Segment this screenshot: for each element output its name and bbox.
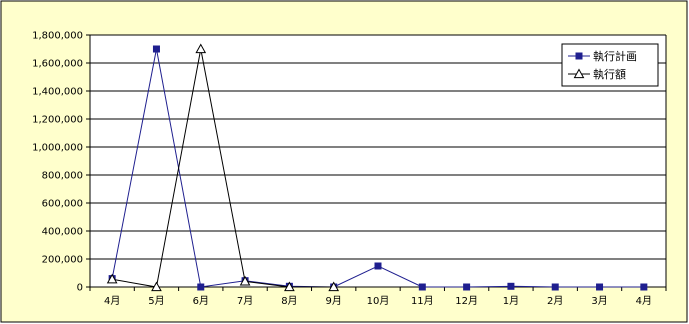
x-tick-label: 12月 xyxy=(455,295,478,307)
data-point xyxy=(596,283,604,291)
series-2 xyxy=(106,43,340,292)
y-axis-tick-labels: 0 200,000 400,000 600,000 800,000 1,000,000 1,… xyxy=(32,31,83,294)
legend-marker xyxy=(575,52,583,60)
data-point xyxy=(551,283,559,291)
x-tick-label: 10月 xyxy=(367,295,390,307)
x-tick-label: 3月 xyxy=(591,295,607,307)
gridlines xyxy=(90,34,666,288)
x-tick-label: 9月 xyxy=(326,295,342,307)
legend-item: 執行計画 xyxy=(568,49,637,63)
y-tick-label: 1,800,000 xyxy=(32,31,83,42)
data-point xyxy=(239,275,251,286)
legend-box xyxy=(561,43,659,87)
y-tick-label: 1,600,000 xyxy=(32,59,83,70)
y-tick-label: 600,000 xyxy=(42,199,83,210)
x-tick-label: 1月 xyxy=(503,295,519,307)
data-point xyxy=(197,283,205,291)
data-point xyxy=(152,45,160,53)
y-tick-label: 1,000,000 xyxy=(32,143,83,154)
legend-label: 執行額 xyxy=(593,68,626,81)
y-tick-label: 0 xyxy=(77,283,83,294)
x-tick-label: 2月 xyxy=(547,295,563,307)
data-point xyxy=(151,281,162,292)
x-tick-label: 5月 xyxy=(148,295,164,307)
data-point xyxy=(374,262,382,270)
data-point xyxy=(328,281,340,292)
x-tick-label: 11月 xyxy=(411,295,434,307)
x-tick-label: 6月 xyxy=(193,295,209,307)
series-line xyxy=(112,48,334,288)
legend-label: 執行計画 xyxy=(593,49,637,63)
data-point xyxy=(507,282,515,290)
y-tick-label: 200,000 xyxy=(42,255,83,266)
legend-item: 執行額 xyxy=(568,68,626,81)
x-tick-label: 7月 xyxy=(237,295,253,307)
data-point xyxy=(463,283,471,291)
data-point xyxy=(195,43,207,54)
y-tick-label: 400,000 xyxy=(42,227,83,238)
x-tick-label: 4月 xyxy=(104,295,120,307)
x-tick-label: 4月 xyxy=(636,295,652,307)
series-layer xyxy=(106,43,648,292)
y-tick-label: 800,000 xyxy=(42,171,83,182)
y-tick-label: 1,400,000 xyxy=(32,87,83,98)
data-point xyxy=(284,281,295,292)
x-tick-label: 8月 xyxy=(281,295,297,307)
data-point xyxy=(640,283,648,291)
x-axis-tick-labels: 4月 5月 6月 7月 8月 9月 10月 11月 12月 1月 2月 3月 4月 xyxy=(104,295,652,307)
legend-marker xyxy=(573,68,585,79)
y-tick-label: 1,200,000 xyxy=(32,115,83,126)
data-point xyxy=(418,283,426,291)
data-point xyxy=(106,273,118,284)
